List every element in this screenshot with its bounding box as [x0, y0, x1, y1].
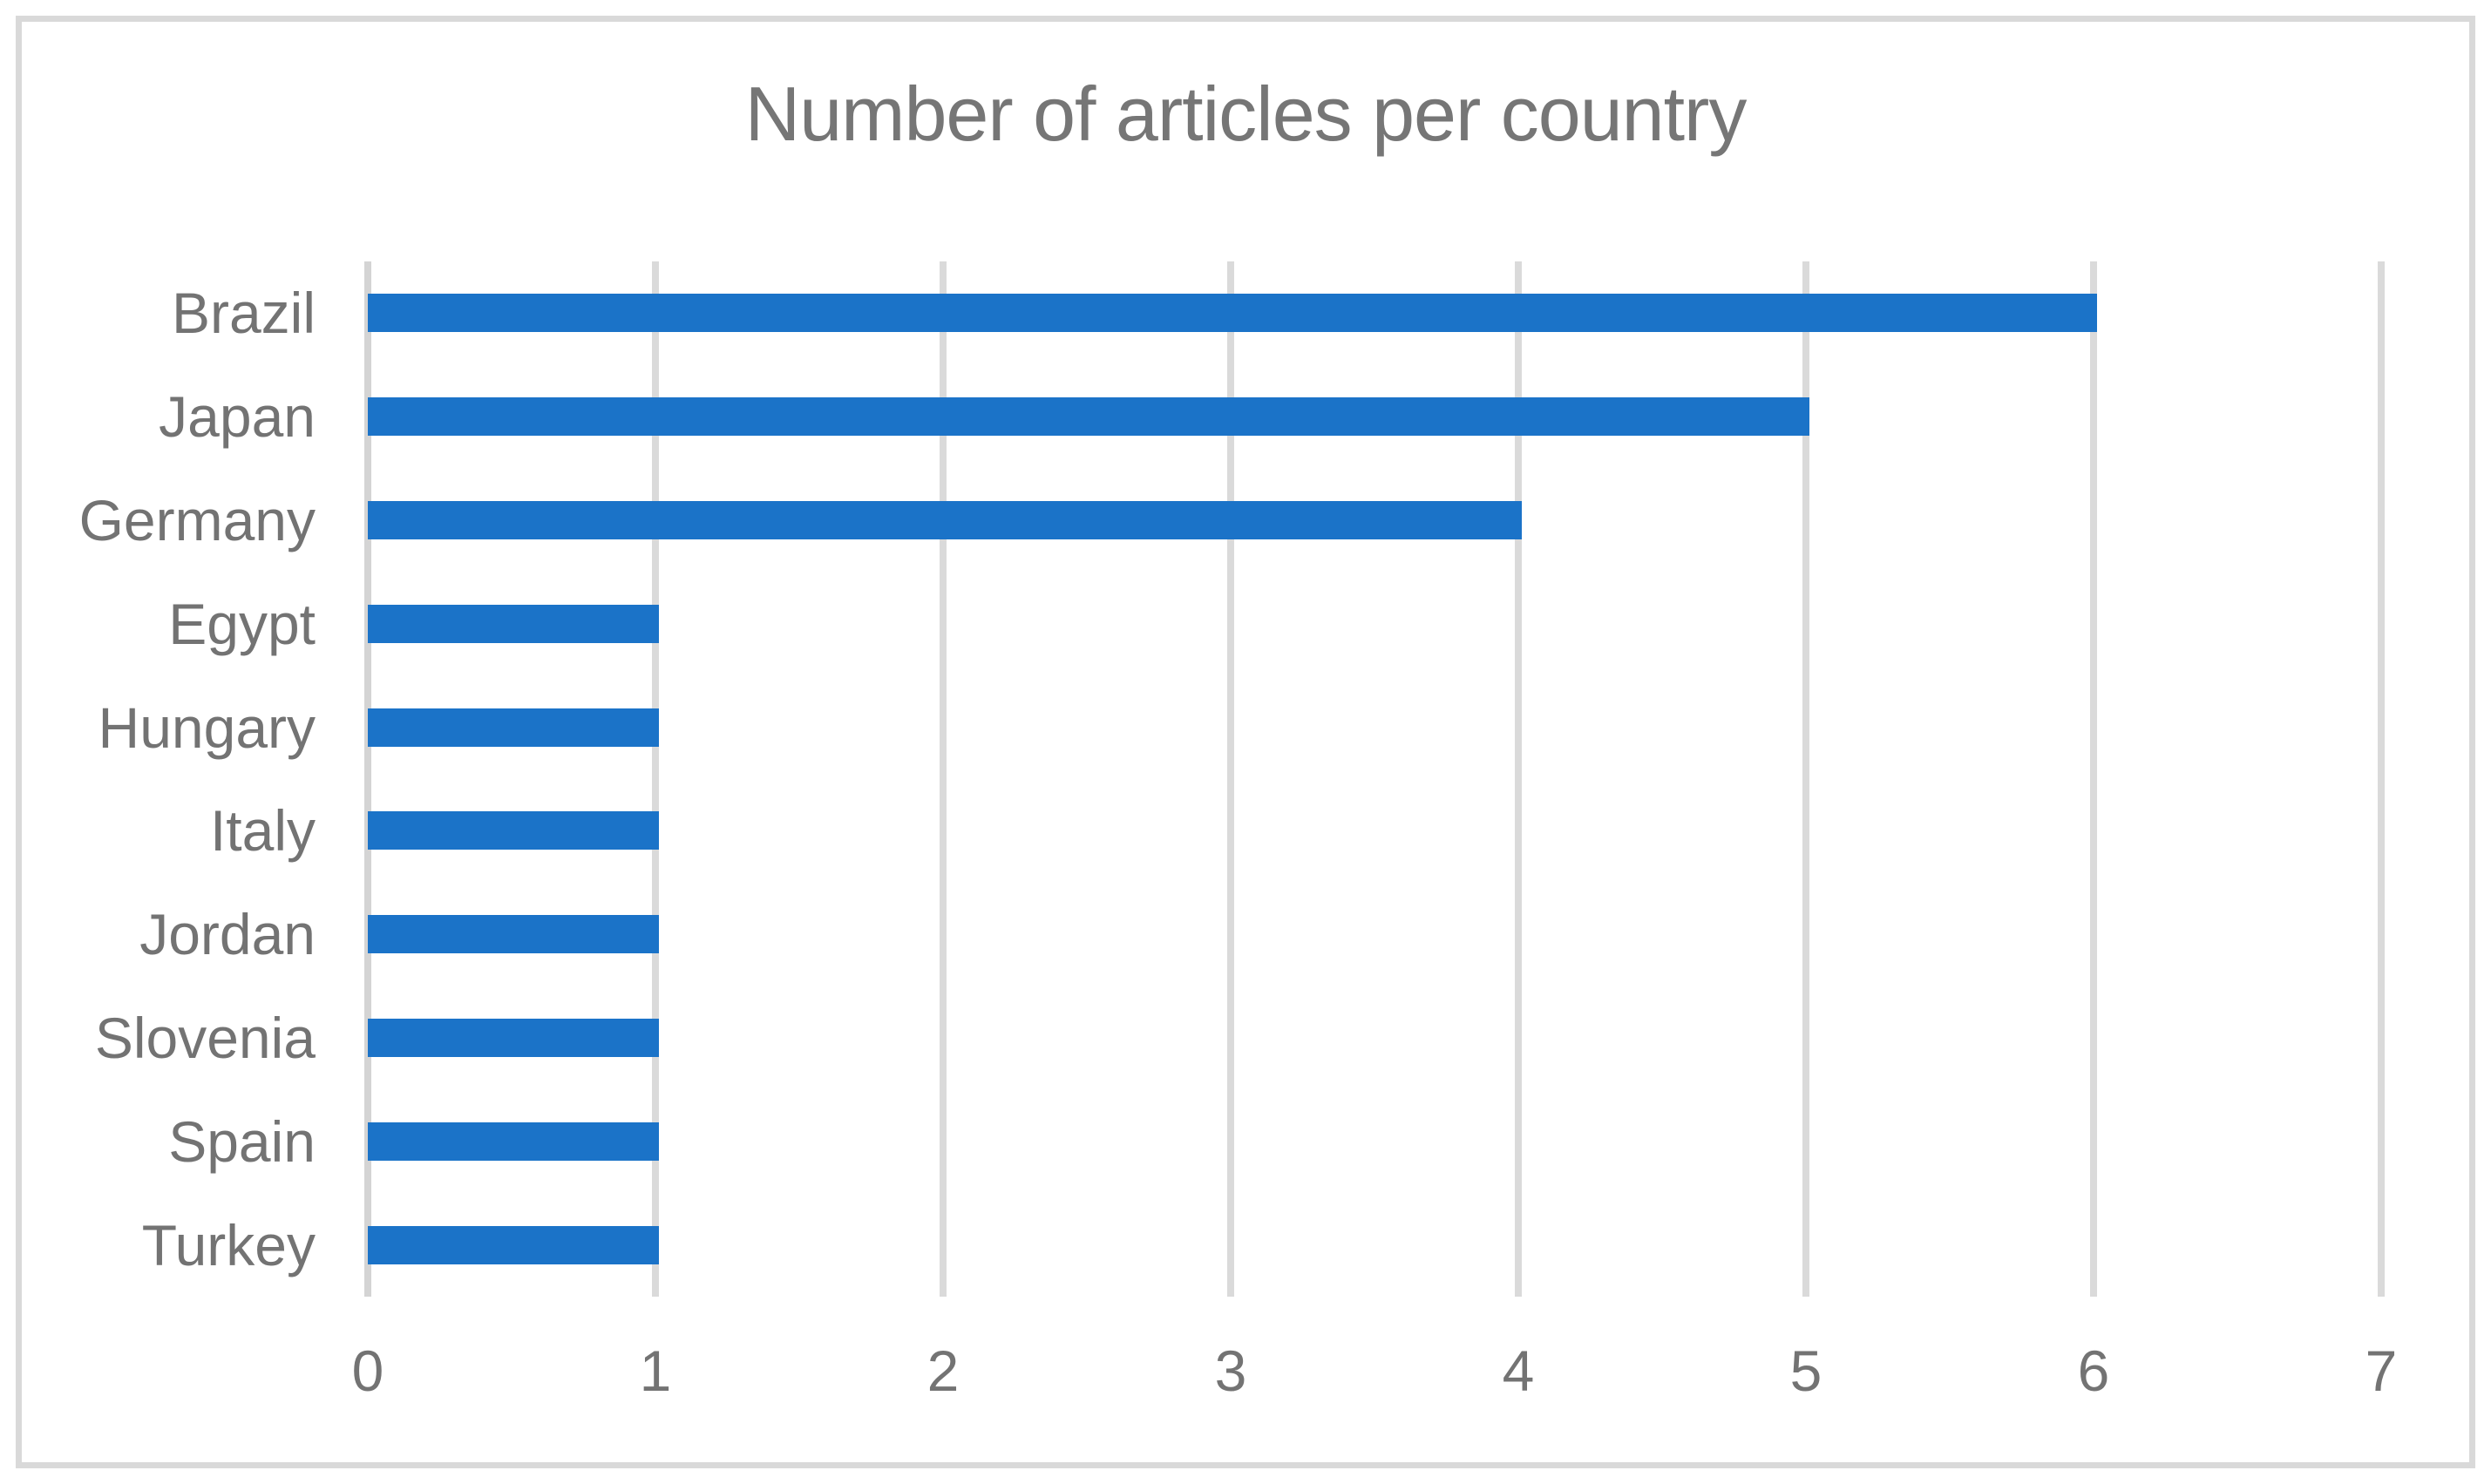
gridline-x-5: [1802, 261, 1809, 1297]
gridline-x-1: [652, 261, 659, 1297]
bar-row-jordan: Jordan: [139, 883, 2381, 986]
gridline-x-6: [2090, 261, 2097, 1297]
bar-row-spain: Spain: [168, 1089, 2381, 1193]
plot-area: Brazil Japan Germany Egypt Hungary Italy Jorda…: [79, 261, 2397, 1399]
category-label-germany: Germany: [78, 487, 316, 552]
bar-row-turkey: Turkey: [142, 1193, 2381, 1297]
bar-row-slovenia: Slovenia: [95, 986, 2381, 1090]
category-axis-line: [364, 261, 371, 1297]
gridline-x-7: [2378, 261, 2385, 1297]
bar-brazil: [368, 294, 2097, 333]
category-label-hungary: Hungary: [98, 695, 316, 760]
bar-row-egypt: Egypt: [168, 572, 2381, 675]
bar-italy: [368, 811, 659, 850]
category-label-turkey: Turkey: [141, 1212, 316, 1277]
bar-turkey: [368, 1225, 659, 1264]
x-tick-label-4: 4: [1502, 1338, 1535, 1403]
bar-egypt: [368, 604, 659, 643]
bar-row-italy: Italy: [210, 779, 2381, 883]
bar-row-germany: Germany: [79, 469, 2381, 573]
x-tick-label-6: 6: [2077, 1338, 2110, 1403]
category-label-italy: Italy: [209, 798, 316, 864]
x-tick-label-5: 5: [1789, 1338, 1822, 1403]
category-label-brazil: Brazil: [171, 281, 316, 346]
bar-japan: [368, 397, 1809, 437]
bar-slovenia: [368, 1018, 659, 1057]
bar-hungary: [368, 708, 659, 747]
chart-title: Number of articles per country: [744, 71, 1748, 157]
x-tick-label-1: 1: [639, 1338, 672, 1403]
category-label-spain: Spain: [168, 1108, 316, 1174]
gridline-x-4: [1515, 261, 1522, 1297]
category-label-jordan: Jordan: [139, 902, 316, 967]
bar-germany: [368, 500, 1522, 539]
category-label-japan: Japan: [159, 384, 316, 450]
x-tick-label-7: 7: [2365, 1338, 2398, 1403]
bar-jordan: [368, 915, 659, 954]
category-label-egypt: Egypt: [168, 591, 316, 656]
gridline-x-2: [940, 261, 947, 1297]
category-label-slovenia: Slovenia: [94, 1005, 316, 1070]
x-tick-label-2: 2: [926, 1338, 960, 1403]
x-tick-label-3: 3: [1214, 1338, 1247, 1403]
bar-row-hungary: Hungary: [98, 675, 2381, 779]
gridline-x-3: [1227, 261, 1234, 1297]
x-tick-label-0: 0: [351, 1338, 384, 1403]
bar-row-brazil: Brazil: [172, 261, 2381, 365]
figure-border: [16, 16, 2475, 1468]
bar-spain: [368, 1121, 659, 1161]
bar-row-japan: Japan: [159, 365, 2381, 469]
